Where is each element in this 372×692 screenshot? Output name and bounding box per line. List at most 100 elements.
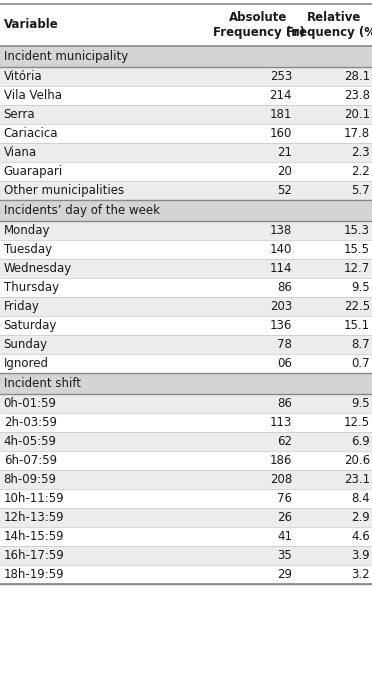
Text: Ignored: Ignored bbox=[4, 357, 49, 370]
Bar bbox=[0, 105, 372, 124]
Text: Thursday: Thursday bbox=[4, 281, 59, 294]
Text: 3.2: 3.2 bbox=[352, 568, 370, 581]
Text: 76: 76 bbox=[277, 492, 292, 505]
Text: 8.7: 8.7 bbox=[352, 338, 370, 351]
Text: 2.2: 2.2 bbox=[352, 165, 370, 178]
Text: Relative
Frequency (%): Relative Frequency (%) bbox=[286, 11, 372, 39]
Bar bbox=[0, 394, 372, 413]
Bar bbox=[0, 259, 372, 278]
Text: 12.5: 12.5 bbox=[344, 416, 370, 429]
Text: 138: 138 bbox=[270, 224, 292, 237]
Bar bbox=[0, 489, 372, 508]
Text: 12h-13:59: 12h-13:59 bbox=[4, 511, 64, 524]
Text: Incident municipality: Incident municipality bbox=[4, 50, 128, 63]
Bar bbox=[0, 565, 372, 584]
Text: Tuesday: Tuesday bbox=[4, 243, 52, 256]
Text: Viana: Viana bbox=[4, 146, 37, 159]
Text: 26: 26 bbox=[277, 511, 292, 524]
Text: 28.1: 28.1 bbox=[344, 70, 370, 83]
Bar bbox=[0, 354, 372, 373]
Text: Other municipalities: Other municipalities bbox=[4, 184, 124, 197]
Text: 62: 62 bbox=[277, 435, 292, 448]
Text: Friday: Friday bbox=[4, 300, 39, 313]
Text: 113: 113 bbox=[270, 416, 292, 429]
Text: 136: 136 bbox=[270, 319, 292, 332]
Text: 14h-15:59: 14h-15:59 bbox=[4, 530, 64, 543]
Text: 41: 41 bbox=[277, 530, 292, 543]
Text: 15.3: 15.3 bbox=[344, 224, 370, 237]
Text: 2.9: 2.9 bbox=[352, 511, 370, 524]
Text: 22.5: 22.5 bbox=[344, 300, 370, 313]
Text: 114: 114 bbox=[270, 262, 292, 275]
Text: 52: 52 bbox=[277, 184, 292, 197]
Bar bbox=[0, 67, 372, 86]
Text: 5.7: 5.7 bbox=[352, 184, 370, 197]
Bar bbox=[0, 316, 372, 335]
Text: 181: 181 bbox=[270, 108, 292, 121]
Text: 214: 214 bbox=[270, 89, 292, 102]
Bar bbox=[0, 278, 372, 297]
Bar bbox=[0, 373, 372, 394]
Text: 18h-19:59: 18h-19:59 bbox=[4, 568, 64, 581]
Text: 06: 06 bbox=[277, 357, 292, 370]
Text: 20.1: 20.1 bbox=[344, 108, 370, 121]
Bar bbox=[0, 240, 372, 259]
Bar bbox=[0, 432, 372, 451]
Text: Incidents’ day of the week: Incidents’ day of the week bbox=[4, 204, 160, 217]
Text: 17.8: 17.8 bbox=[344, 127, 370, 140]
Text: 9.5: 9.5 bbox=[352, 397, 370, 410]
Text: 86: 86 bbox=[277, 281, 292, 294]
Text: 0.7: 0.7 bbox=[352, 357, 370, 370]
Bar bbox=[0, 508, 372, 527]
Text: 23.8: 23.8 bbox=[344, 89, 370, 102]
Text: 186: 186 bbox=[270, 454, 292, 467]
Text: Monday: Monday bbox=[4, 224, 50, 237]
Text: 6h-07:59: 6h-07:59 bbox=[4, 454, 57, 467]
Text: 6.9: 6.9 bbox=[352, 435, 370, 448]
Text: Serra: Serra bbox=[4, 108, 35, 121]
Text: Cariacica: Cariacica bbox=[4, 127, 58, 140]
Text: 12.7: 12.7 bbox=[344, 262, 370, 275]
Bar bbox=[0, 86, 372, 105]
Text: 9.5: 9.5 bbox=[352, 281, 370, 294]
Text: 2h-03:59: 2h-03:59 bbox=[4, 416, 57, 429]
Bar bbox=[0, 335, 372, 354]
Text: Vitória: Vitória bbox=[4, 70, 42, 83]
Text: 35: 35 bbox=[277, 549, 292, 562]
Text: 4.6: 4.6 bbox=[352, 530, 370, 543]
Text: 21: 21 bbox=[277, 146, 292, 159]
Bar bbox=[0, 162, 372, 181]
Text: 15.1: 15.1 bbox=[344, 319, 370, 332]
Bar bbox=[0, 46, 372, 67]
Text: 29: 29 bbox=[277, 568, 292, 581]
Bar bbox=[0, 221, 372, 240]
Text: 15.5: 15.5 bbox=[344, 243, 370, 256]
Text: Variable: Variable bbox=[4, 19, 58, 32]
Bar bbox=[0, 297, 372, 316]
Bar bbox=[0, 143, 372, 162]
Text: 23.1: 23.1 bbox=[344, 473, 370, 486]
Bar bbox=[0, 200, 372, 221]
Bar bbox=[0, 527, 372, 546]
Text: 78: 78 bbox=[277, 338, 292, 351]
Text: 140: 140 bbox=[270, 243, 292, 256]
Bar bbox=[0, 124, 372, 143]
Bar bbox=[0, 4, 372, 46]
Bar bbox=[0, 451, 372, 470]
Text: Absolute
Frequency (n): Absolute Frequency (n) bbox=[212, 11, 305, 39]
Bar bbox=[0, 546, 372, 565]
Text: Vila Velha: Vila Velha bbox=[4, 89, 62, 102]
Text: Guarapari: Guarapari bbox=[4, 165, 63, 178]
Text: 203: 203 bbox=[270, 300, 292, 313]
Text: 208: 208 bbox=[270, 473, 292, 486]
Text: 16h-17:59: 16h-17:59 bbox=[4, 549, 64, 562]
Bar bbox=[0, 413, 372, 432]
Text: 3.9: 3.9 bbox=[352, 549, 370, 562]
Text: 0h-01:59: 0h-01:59 bbox=[4, 397, 57, 410]
Text: 4h-05:59: 4h-05:59 bbox=[4, 435, 57, 448]
Text: Incident shift: Incident shift bbox=[4, 377, 81, 390]
Text: Wednesday: Wednesday bbox=[4, 262, 72, 275]
Bar bbox=[0, 181, 372, 200]
Text: 86: 86 bbox=[277, 397, 292, 410]
Text: Sunday: Sunday bbox=[4, 338, 48, 351]
